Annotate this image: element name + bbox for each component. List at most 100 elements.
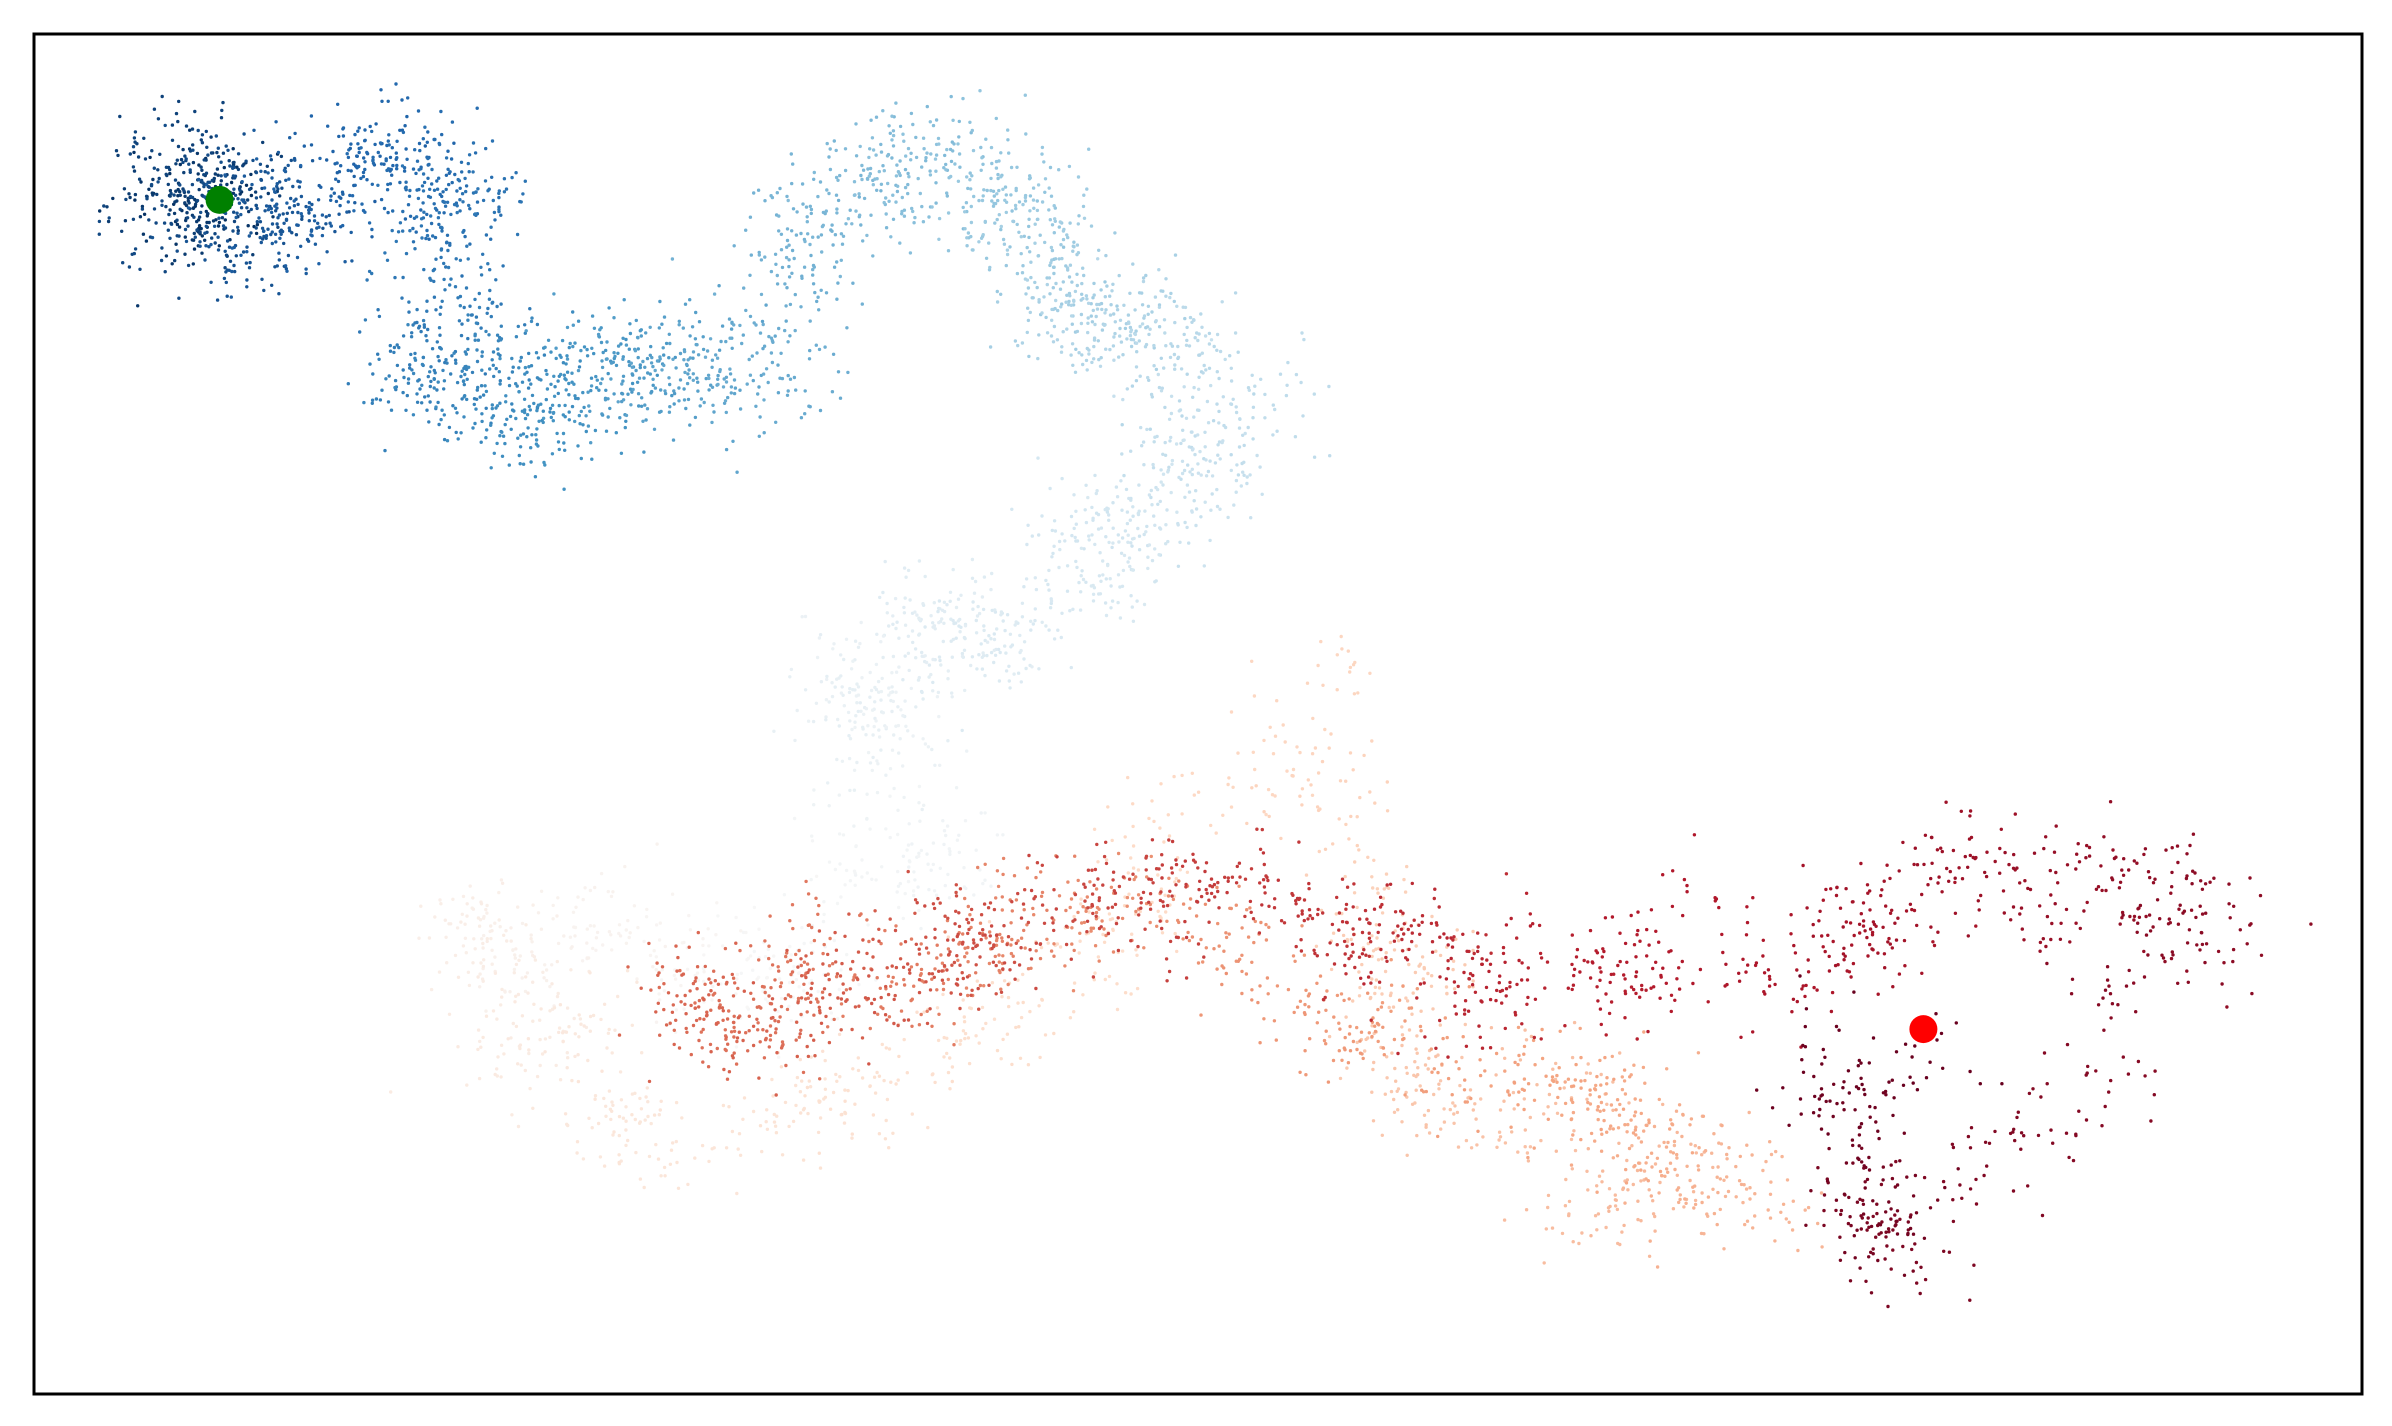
walk-point xyxy=(838,1075,842,1079)
walk-point xyxy=(850,1132,854,1136)
walk-point xyxy=(277,251,281,255)
walk-point xyxy=(764,1120,768,1124)
walk-point xyxy=(132,251,136,256)
walk-point xyxy=(1207,342,1212,346)
walk-point xyxy=(1603,1055,1607,1060)
walk-point xyxy=(1644,1161,1648,1165)
walk-point xyxy=(742,286,746,290)
walk-point xyxy=(1380,957,1384,961)
walk-point xyxy=(516,436,520,440)
walk-point xyxy=(433,206,438,211)
walk-point xyxy=(769,269,774,274)
walk-point xyxy=(1075,243,1080,247)
walk-point xyxy=(535,408,539,413)
walk-point xyxy=(1636,1217,1640,1222)
walk-point xyxy=(1551,1067,1555,1071)
walk-point xyxy=(219,160,223,164)
walk-point xyxy=(610,948,614,952)
walk-point xyxy=(541,409,545,413)
walk-point xyxy=(484,146,488,151)
walk-point xyxy=(176,119,180,124)
walk-point xyxy=(955,838,960,842)
walk-point xyxy=(906,146,911,151)
walk-point xyxy=(401,209,405,214)
walk-point xyxy=(1121,568,1126,573)
walk-point xyxy=(592,924,596,928)
walk-point xyxy=(454,361,458,365)
walk-point xyxy=(1315,805,1320,809)
walk-point xyxy=(173,200,177,204)
walk-point xyxy=(234,254,238,258)
walk-point xyxy=(922,147,926,151)
walk-point xyxy=(702,953,706,957)
walk-point xyxy=(658,1108,662,1112)
walk-point xyxy=(203,231,207,235)
walk-point xyxy=(853,639,858,643)
walk-point xyxy=(444,241,449,245)
walk-point xyxy=(411,240,416,244)
walk-point xyxy=(659,388,663,392)
walk-point xyxy=(1217,421,1221,425)
walk-point xyxy=(549,350,553,354)
walk-point xyxy=(1689,1142,1693,1146)
walk-point xyxy=(1605,1082,1609,1086)
walk-point xyxy=(1453,1104,1457,1108)
walk-point xyxy=(657,938,662,942)
walk-point xyxy=(1103,601,1108,605)
walk-point xyxy=(578,359,582,363)
walk-point xyxy=(1329,732,1333,736)
walk-point xyxy=(729,391,733,395)
walk-point xyxy=(803,1094,807,1098)
walk-point xyxy=(407,300,411,304)
walk-point xyxy=(623,425,627,430)
walk-point xyxy=(1006,128,1010,132)
walk-point xyxy=(444,935,448,939)
walk-point xyxy=(895,163,899,167)
walk-point xyxy=(881,655,885,660)
walk-point xyxy=(178,183,182,187)
walk-point xyxy=(493,955,497,959)
walk-point xyxy=(1042,295,1046,299)
walk-point xyxy=(371,159,375,163)
walk-point xyxy=(1615,1154,1620,1158)
walk-point xyxy=(1617,1141,1621,1146)
walk-point xyxy=(849,667,854,671)
walk-point xyxy=(744,228,748,232)
walk-point xyxy=(917,617,922,622)
walk-point xyxy=(1072,1010,1076,1014)
walk-point xyxy=(387,143,391,147)
walk-point xyxy=(352,174,356,179)
walk-point xyxy=(500,881,505,885)
walk-point xyxy=(937,599,942,603)
walk-point xyxy=(1368,790,1372,794)
walk-point xyxy=(604,348,608,353)
walk-point xyxy=(1522,1107,1526,1112)
walk-point xyxy=(686,358,690,362)
walk-point xyxy=(511,1021,515,1026)
walk-point xyxy=(1188,470,1192,474)
walk-point xyxy=(310,202,314,207)
walk-point xyxy=(285,269,289,273)
walk-point xyxy=(1596,1117,1600,1122)
walk-point xyxy=(1128,333,1133,338)
walk-point xyxy=(422,210,426,214)
walk-point xyxy=(1622,1079,1627,1083)
walk-point xyxy=(900,195,904,200)
walk-point xyxy=(677,386,681,390)
walk-point xyxy=(607,930,612,934)
walk-point xyxy=(794,978,799,982)
walk-point xyxy=(774,420,778,424)
walk-point xyxy=(1115,982,1119,986)
walk-point xyxy=(446,149,450,153)
walk-point xyxy=(819,680,824,684)
walk-point xyxy=(628,387,633,391)
walk-point xyxy=(586,390,590,394)
walk-point xyxy=(1594,1083,1598,1088)
walk-point xyxy=(657,992,661,996)
walk-point xyxy=(1121,397,1125,402)
walk-point xyxy=(1373,991,1377,996)
walk-point xyxy=(1634,1133,1638,1137)
walk-point xyxy=(644,331,648,335)
walk-point xyxy=(421,137,425,141)
walk-point xyxy=(1192,499,1196,503)
